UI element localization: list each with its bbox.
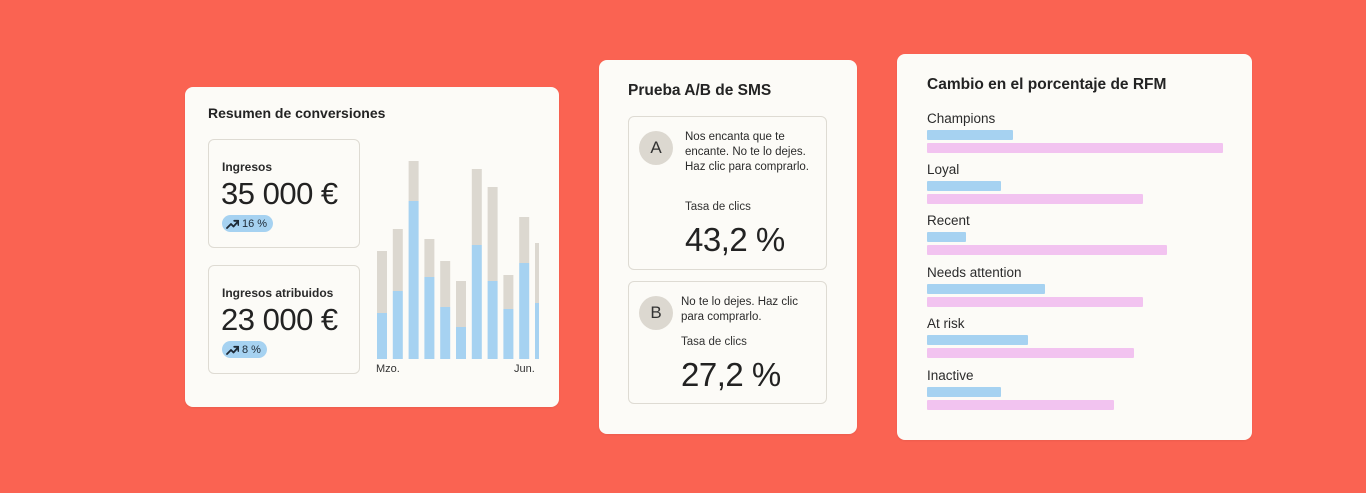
attributed-revenue-stat-box: Ingresos atribuidos 23 000 € 8 % — [208, 265, 360, 374]
x-axis-label-last: Jun. — [514, 363, 535, 375]
rfm-bar-pink — [927, 297, 1144, 307]
bar-blue-6 — [456, 327, 466, 359]
revenue-stat-box: Ingresos 35 000 € 16 % — [208, 139, 360, 248]
sms-ab-test-title: Prueba A/B de SMS — [628, 82, 772, 99]
conversions-bar-chart — [377, 161, 539, 359]
rfm-bar-pink — [927, 245, 1167, 255]
rfm-bar-blue — [927, 232, 966, 242]
bar-blue-5 — [440, 307, 451, 359]
bar-blue-1 — [377, 313, 387, 359]
revenue-change-badge: 16 % — [222, 215, 274, 232]
rfm-row-label: At risk — [927, 316, 965, 331]
bar-blue-8 — [487, 281, 498, 359]
rfm-change-title: Cambio en el porcentaje de RFM — [927, 76, 1167, 93]
bar-blue-4 — [424, 277, 435, 359]
rfm-bar-pink — [927, 194, 1144, 204]
bar-gray-9 — [503, 275, 514, 309]
revenue-label: Ingresos — [222, 160, 273, 174]
rfm-bar-blue — [927, 181, 1001, 191]
rfm-row-label: Needs attention — [927, 265, 1022, 280]
bar-gray-5 — [440, 261, 451, 307]
rfm-bar-blue — [927, 387, 1001, 397]
bar-blue-2 — [392, 291, 403, 359]
bar-blue-9 — [503, 309, 514, 359]
rfm-row-label: Champions — [927, 111, 996, 126]
bar-blue-11 — [535, 303, 539, 359]
bar-gray-3 — [408, 161, 419, 201]
rfm-bar-pink — [927, 348, 1135, 358]
variant-a-rate: 43,2 % — [685, 221, 785, 258]
variant-b-message: No te lo dejes. Haz clic para comprarlo. — [681, 296, 798, 323]
rfm-change-card: Cambio en el porcentaje de RFM Champions… — [897, 54, 1252, 440]
rfm-row-label: Inactive — [927, 368, 974, 383]
rfm-row-label: Recent — [927, 213, 970, 228]
bar-gray-11 — [535, 243, 539, 303]
attributed-revenue-change-badge: 8 % — [222, 341, 267, 358]
bar-gray-6 — [456, 281, 466, 327]
bar-gray-4 — [424, 239, 435, 277]
attributed-revenue-label: Ingresos atribuidos — [222, 286, 334, 300]
bar-blue-7 — [471, 245, 482, 359]
variant-a-rate-label: Tasa de clics — [685, 201, 751, 213]
rfm-bar-pink — [927, 400, 1114, 410]
variant-b-box: B No te lo dejes. Haz clic para comprarl… — [628, 281, 827, 404]
variant-a-badge: A — [639, 131, 673, 165]
bar-gray-2 — [392, 229, 403, 291]
rfm-bar-pink — [927, 143, 1223, 153]
bar-gray-7 — [471, 169, 482, 245]
variant-b-badge: B — [639, 296, 673, 330]
revenue-change-value: 16 % — [242, 217, 268, 230]
variant-a-message: Nos encanta que te encante. No te lo dej… — [685, 131, 809, 173]
variant-a-box: A Nos encanta que te encante. No te lo d… — [628, 116, 827, 270]
conversions-summary-card: Resumen de conversiones Ingresos 35 000 … — [185, 87, 559, 407]
rfm-bar-blue — [927, 284, 1046, 294]
bar-blue-3 — [408, 201, 419, 359]
variant-b-rate: 27,2 % — [681, 356, 781, 393]
variant-b-rate-label: Tasa de clics — [681, 336, 747, 348]
bar-gray-10 — [519, 217, 530, 263]
sms-ab-test-card: Prueba A/B de SMS A Nos encanta que te e… — [599, 60, 857, 434]
revenue-value: 35 000 € — [221, 176, 338, 211]
trend-up-icon — [226, 219, 239, 229]
rfm-bar-blue — [927, 335, 1028, 345]
bar-gray-8 — [487, 187, 498, 281]
x-axis-label-first: Mzo. — [376, 363, 400, 375]
attributed-revenue-value: 23 000 € — [221, 302, 338, 337]
conversions-summary-title: Resumen de conversiones — [208, 105, 386, 121]
bar-gray-1 — [377, 251, 387, 313]
trend-up-icon — [226, 345, 239, 355]
rfm-bar-blue — [927, 130, 1013, 140]
attributed-revenue-change-value: 8 % — [242, 343, 261, 356]
bar-blue-10 — [519, 263, 530, 359]
rfm-row-label: Loyal — [927, 162, 960, 177]
